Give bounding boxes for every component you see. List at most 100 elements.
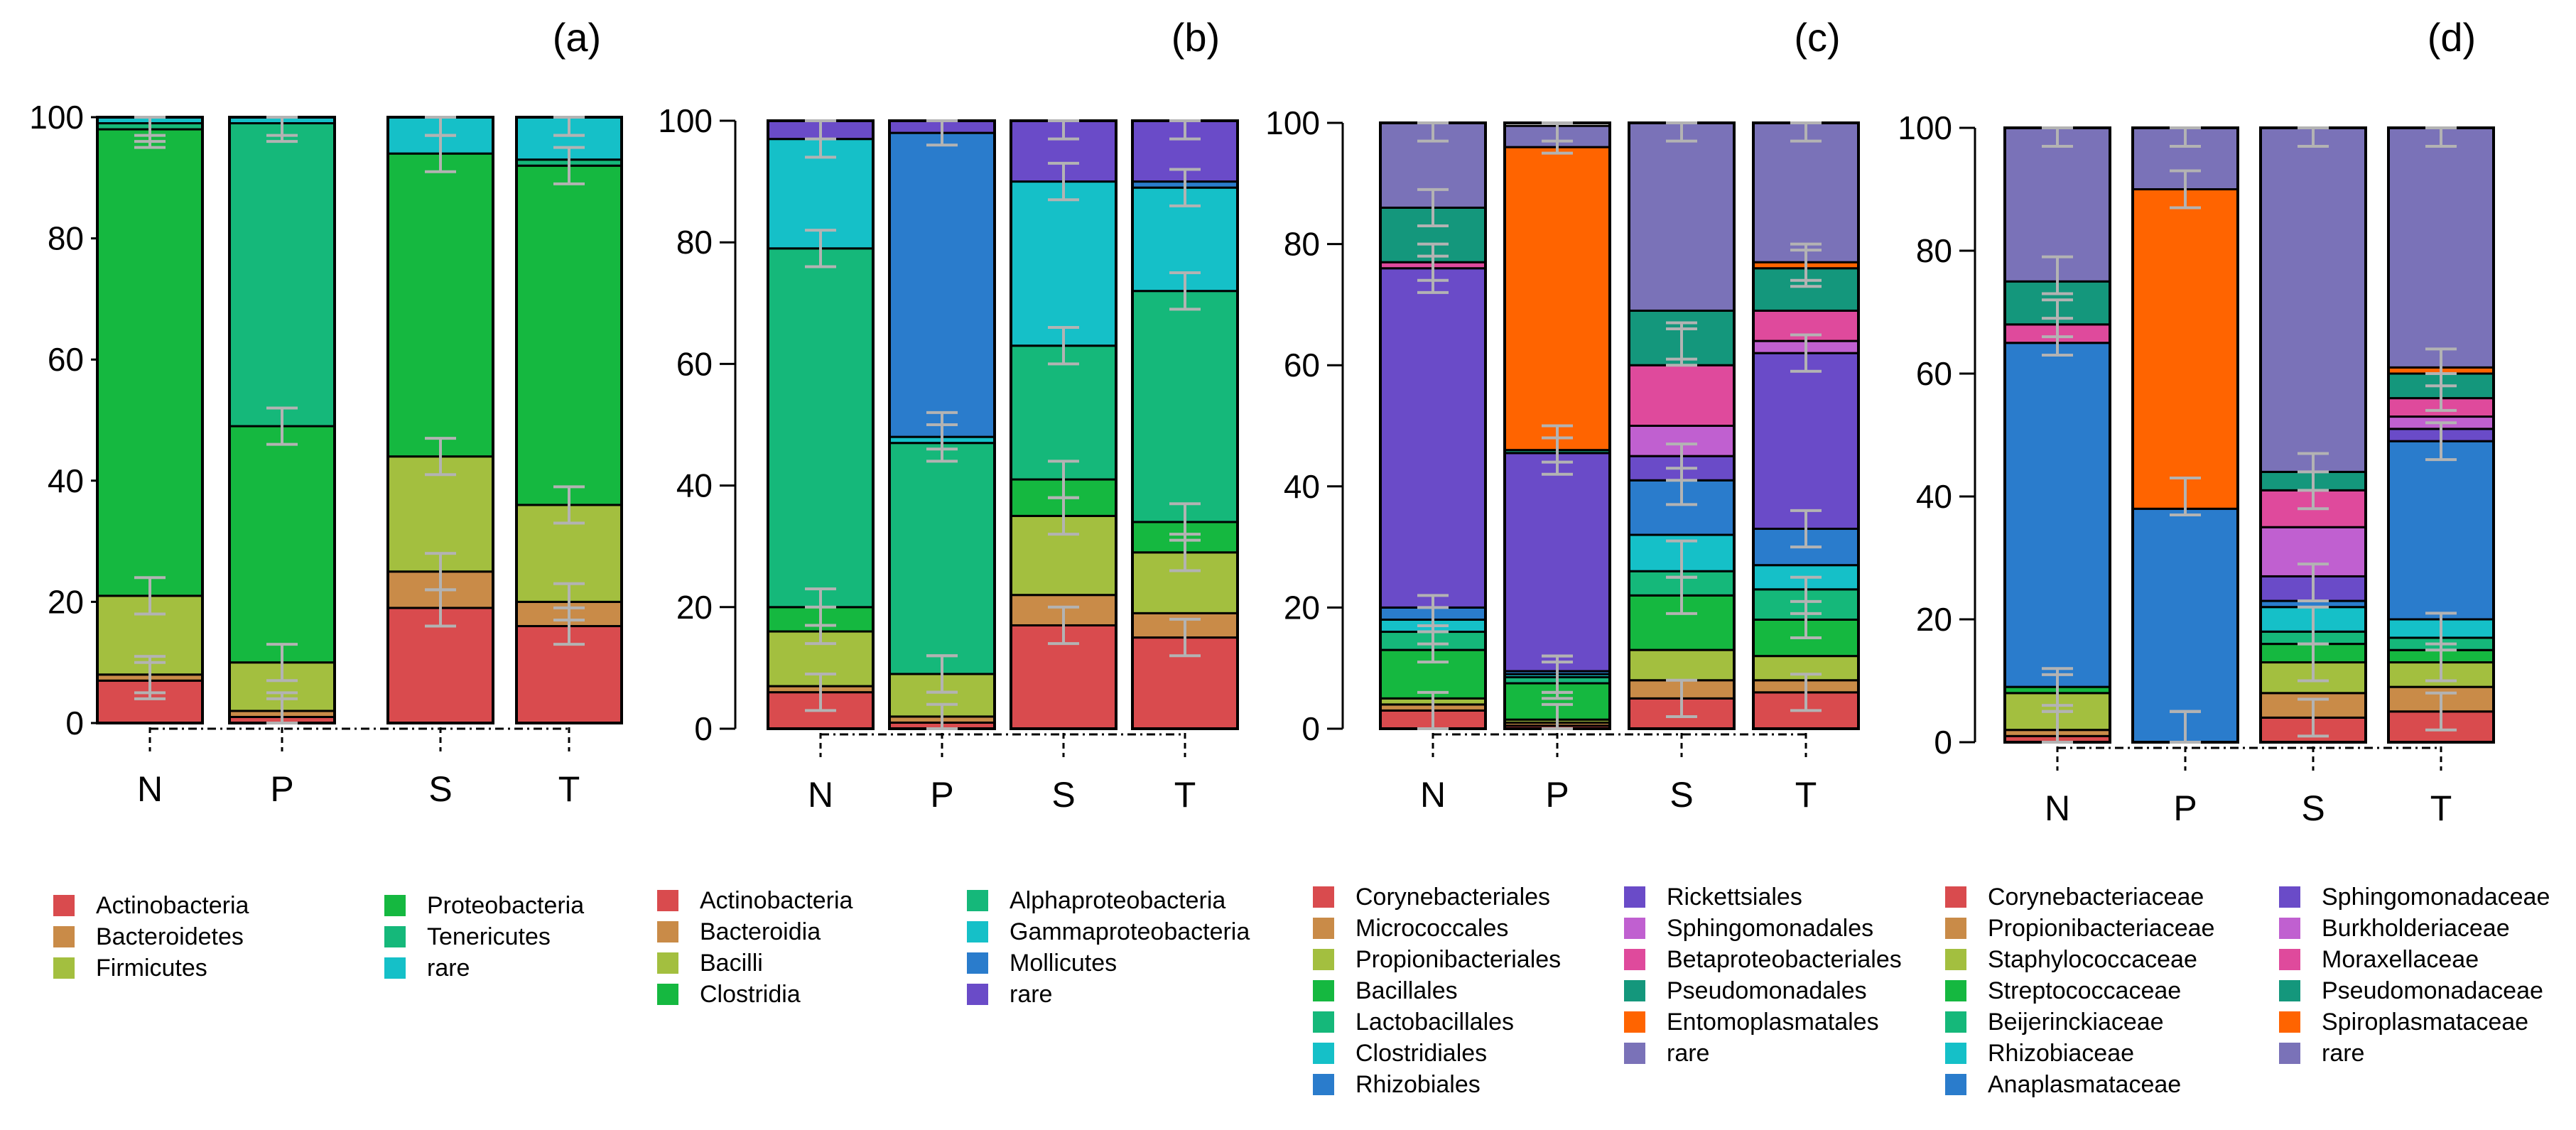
bar-segment-tenericutes-p [228, 122, 336, 428]
bar-segment-alphaproteobacteria-p [888, 442, 996, 675]
panel-title: (d) [2428, 15, 2476, 60]
legend-label: Alphaproteobacteria [1010, 887, 1226, 914]
legend-label: rare [427, 955, 470, 982]
x-category-label: S [2301, 788, 2325, 828]
legend-label: Sphingomonadales [1667, 915, 1874, 942]
bar-segment-rare-t [1752, 121, 1860, 264]
panel-title: (c) [1794, 15, 1840, 60]
x-category-label: S [428, 769, 452, 809]
bar-segment-proteobacteria-s [386, 152, 494, 458]
bar-segment-proteobacteria-t [515, 164, 623, 506]
legend-label: Firmicutes [96, 955, 207, 982]
legend-label: Rickettsiales [1667, 884, 1802, 911]
legend-label: Clostridia [700, 981, 801, 1008]
legend-swatch [967, 890, 988, 911]
panel-title: (a) [553, 15, 601, 60]
legend-label: Betaproteobacteriales [1667, 946, 1902, 973]
y-tick-label: 60 [48, 341, 84, 378]
legend-swatch [2279, 886, 2300, 908]
legend-label: Actinobacteria [700, 887, 853, 914]
bar-segment-rickettsiales-t [1752, 352, 1860, 531]
legend-label: Lactobacillales [1355, 1009, 1515, 1036]
y-tick-label: 100 [658, 102, 713, 139]
legend-label: Entomoplasmatales [1667, 1009, 1879, 1036]
y-tick-label: 0 [1301, 710, 1320, 747]
x-category-label: T [2430, 788, 2452, 828]
legend-label: Tenericutes [427, 923, 551, 950]
y-tick-label: 60 [1284, 347, 1320, 384]
panel-title: (b) [1171, 15, 1220, 60]
bar-segment-anaplasmataceae-n [2003, 342, 2111, 688]
legend-swatch [2279, 918, 2300, 939]
x-category-label: P [930, 775, 953, 815]
x-category-label: T [1795, 775, 1817, 815]
legend-swatch [1313, 949, 1334, 970]
bar-segment-anaplasmataceae-t [2387, 440, 2495, 621]
y-tick-label: 20 [48, 583, 84, 620]
y-tick-label: 100 [1265, 104, 1320, 141]
bar-segment-rickettsiales-p [1503, 452, 1611, 673]
legend-swatch [657, 952, 678, 974]
legend-swatch [1945, 886, 1966, 908]
y-tick-label: 80 [1284, 226, 1320, 263]
legend-label: Proteobacteria [427, 892, 585, 919]
y-tick-label: 100 [29, 99, 84, 136]
y-tick-label: 40 [676, 467, 713, 504]
bar-segment-betaproteobacteriales-s [1628, 364, 1736, 428]
legend-swatch [1624, 1043, 1645, 1064]
legend-swatch [2279, 1043, 2300, 1064]
legend-swatch [53, 957, 75, 979]
legend-swatch [1313, 918, 1334, 939]
bar-segment-alphaproteobacteria-n [767, 247, 875, 609]
legend-swatch [657, 984, 678, 1005]
legend-label: Corynebacteriales [1355, 884, 1551, 911]
x-category-label: T [558, 769, 580, 809]
legend-label: rare [2322, 1040, 2365, 1067]
bar-segment-mollicutes-p [888, 131, 996, 438]
legend-label: Streptococcaceae [1988, 977, 2182, 1004]
y-tick-label: 100 [1898, 109, 1952, 146]
legend-label: Propionibacteriales [1355, 946, 1562, 973]
bar-segment-proteobacteria-p [228, 425, 336, 664]
bar-segment-rare-t [2387, 126, 2495, 369]
legend-label: Spiroplasmataceae [2322, 1009, 2529, 1036]
bar-segment-gammaproteobacteria-s [1010, 180, 1117, 347]
legend-swatch [1624, 1011, 1645, 1033]
bar-segment-proteobacteria-n [96, 128, 204, 597]
legend-label: Burkholderiaceae [2322, 915, 2510, 942]
legend-swatch [53, 926, 75, 947]
y-tick-label: 40 [48, 462, 84, 499]
bar-segment-anaplasmataceae-p [2131, 507, 2239, 744]
legend-swatch [1313, 980, 1334, 1001]
legend-swatch [384, 926, 406, 947]
legend-label: Bacteroidia [700, 918, 821, 945]
legend-swatch [1313, 1011, 1334, 1033]
y-tick-label: 80 [48, 220, 84, 257]
legend-swatch [384, 957, 406, 979]
y-tick-label: 40 [1916, 478, 1952, 515]
legend-label: Bacilli [700, 950, 763, 977]
legend-label: Sphingomonadaceae [2322, 884, 2550, 911]
bar-segment-spiroplasmataceae-p [2131, 188, 2239, 510]
legend-label: Bacteroidetes [96, 923, 244, 950]
legend-label: Staphylococcaceae [1988, 946, 2197, 973]
y-tick-label: 20 [676, 589, 713, 626]
x-category-label: T [1174, 775, 1196, 815]
legend-label: Gammaproteobacteria [1010, 918, 1250, 945]
legend-swatch [967, 921, 988, 942]
legend-swatch [1313, 1074, 1334, 1095]
bar-segment-rare-s [2259, 126, 2367, 473]
legend-swatch [1624, 949, 1645, 970]
y-tick-label: 0 [694, 710, 713, 747]
bar-segment-alphaproteobacteria-t [1131, 290, 1239, 523]
legend-swatch [53, 895, 75, 916]
x-category-label: S [1051, 775, 1075, 815]
y-tick-label: 40 [1284, 468, 1320, 505]
legend-label: Moraxellaceae [2322, 946, 2479, 973]
legend-swatch [2279, 1011, 2300, 1033]
legend-swatch [657, 890, 678, 911]
x-category-label: P [270, 769, 293, 809]
y-tick-label: 60 [1916, 355, 1952, 392]
